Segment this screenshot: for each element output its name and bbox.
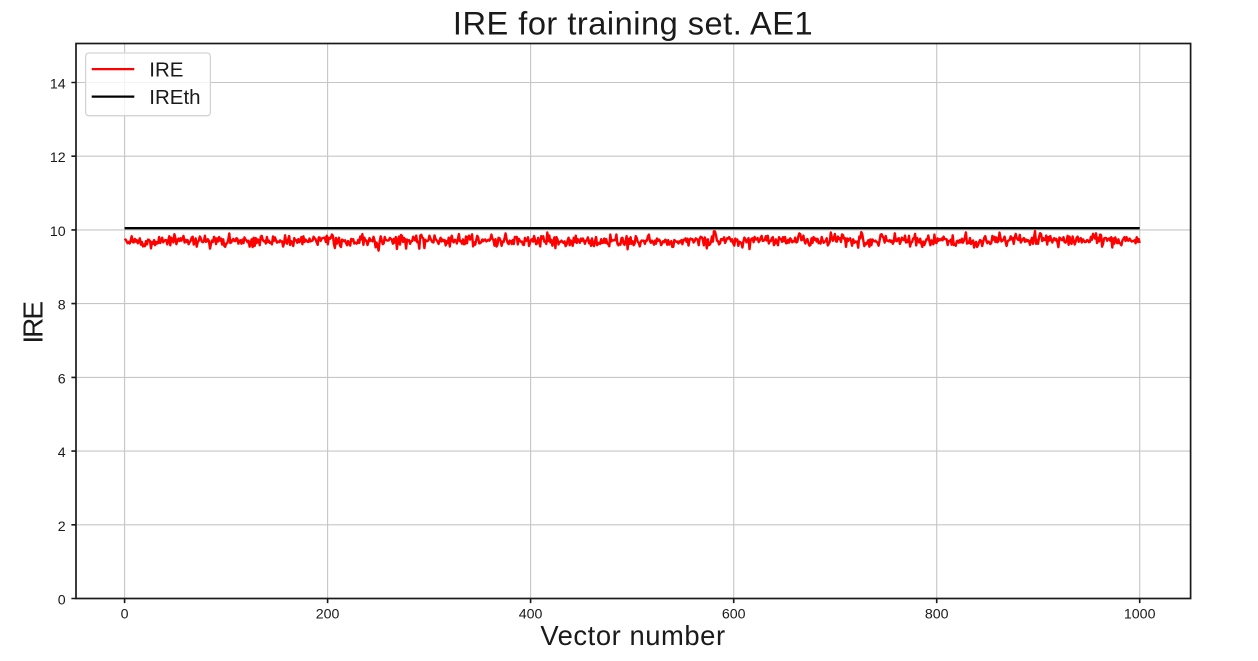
svg-text:600: 600 (722, 606, 746, 622)
svg-text:IRE for training set. AE1: IRE for training set. AE1 (453, 5, 813, 42)
svg-text:IRE: IRE (149, 58, 183, 81)
svg-text:4: 4 (58, 445, 66, 461)
svg-text:10: 10 (50, 224, 66, 240)
svg-text:12: 12 (50, 150, 66, 166)
svg-text:6: 6 (58, 371, 66, 387)
svg-text:8: 8 (58, 298, 66, 314)
svg-text:400: 400 (519, 606, 543, 622)
svg-text:IREth: IREth (149, 86, 200, 109)
svg-text:800: 800 (925, 606, 949, 622)
svg-text:IRE: IRE (17, 302, 48, 344)
svg-text:14: 14 (50, 77, 66, 93)
svg-text:2: 2 (58, 519, 66, 535)
svg-text:0: 0 (121, 606, 129, 622)
svg-text:Vector number: Vector number (540, 620, 725, 651)
svg-text:1000: 1000 (1124, 606, 1156, 622)
svg-text:200: 200 (316, 606, 340, 622)
svg-text:0: 0 (58, 593, 66, 609)
